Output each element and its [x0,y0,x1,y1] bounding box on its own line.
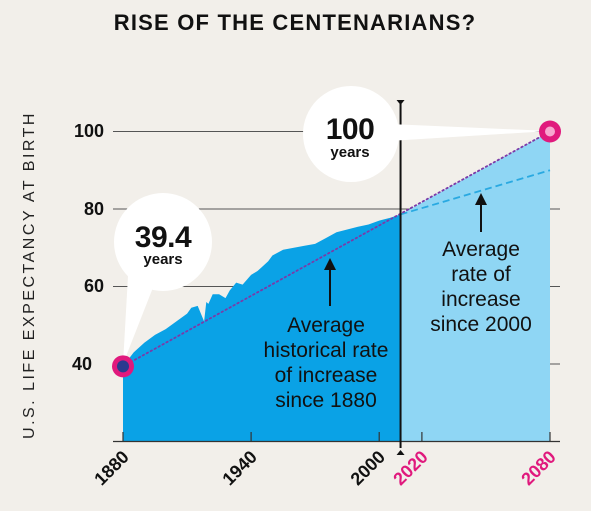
callout-end-value: 100 [326,113,375,146]
y-tick-label-100: 100 [74,121,104,141]
y-axis-label: U.S. LIFE EXPECTANCY AT BIRTH [21,111,38,439]
area-history [123,214,401,442]
callout-start-bubble [114,193,212,291]
annotation-recent-line-2: rate of [451,263,511,286]
annotation-recent: Average rate of increase since 2000 [430,193,532,336]
data-points [112,120,561,378]
annotation-recent-line-1: Average [442,238,520,261]
chart-title: RISE OF THE CENTENARIANS? [114,10,476,35]
callout-start-unit: years [143,251,182,268]
divider-top-marker [396,100,405,105]
callout-end: 100 years [303,86,550,182]
x-tick-label-2000: 2000 [347,447,389,489]
callout-start-tail [123,276,154,364]
annotation-historical-line-4: since 1880 [275,389,377,412]
y-tick-label-60: 60 [84,276,104,296]
y-tick-label-80: 80 [84,199,104,219]
y-tick-label-40: 40 [72,354,92,374]
end-point-dot [545,126,555,137]
callout-start: 39.4 years [114,193,212,364]
area-projection [400,131,550,442]
y-axis-ticks: 40 60 80 100 [72,121,104,374]
callout-end-tail [389,124,550,141]
callout-start-value: 39.4 [135,221,192,254]
divider-bottom-marker [396,450,405,455]
divider [396,100,405,455]
callout-end-unit: years [330,144,369,161]
annotation-historical-arrow-head [324,258,336,270]
x-tick-label-1940: 1940 [218,447,260,489]
x-tick-label-2080: 2080 [517,447,559,489]
x-tick-label-2020: 2020 [389,447,431,489]
x-tick-label-1880: 1880 [90,447,132,489]
annotation-recent-line-4: since 2000 [430,313,532,336]
annotation-historical: Average historical rate of increase sinc… [264,258,389,412]
annotation-historical-line-1: Average [287,314,365,337]
callout-end-bubble [303,86,399,182]
annotation-recent-line-3: increase [441,288,520,311]
start-point-dot [117,360,129,373]
trend-line-since-1880 [122,130,551,368]
annotation-historical-line-3: of increase [275,364,378,387]
annotation-recent-arrow-head [475,193,487,205]
annotation-historical-line-2: historical rate [264,339,389,362]
trend-line-since-2000 [400,169,551,216]
